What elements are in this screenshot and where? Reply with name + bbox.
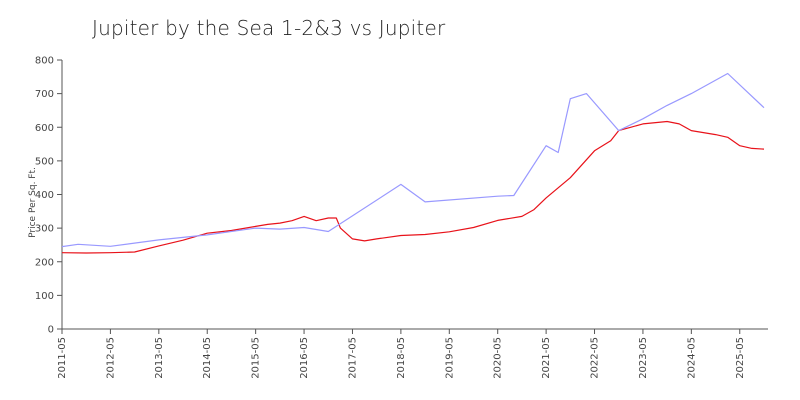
y-tick-label: 700 — [35, 89, 54, 100]
y-tick-label: 400 — [35, 190, 54, 201]
x-tick-label: 2014-05 — [202, 337, 213, 379]
y-tick-label: 300 — [35, 224, 54, 235]
x-tick-label: 2011-05 — [57, 337, 68, 379]
x-axis-ticks: 2011-05 2012-05 2013-05 2014-05 2015-05 2016-… — [57, 329, 746, 379]
y-tick-label: 500 — [35, 156, 54, 167]
x-tick-label: 2016-05 — [299, 337, 310, 379]
x-tick-label: 2024-05 — [686, 337, 697, 379]
y-tick-label: 0 — [48, 325, 54, 336]
y-tick-label: 100 — [35, 291, 54, 302]
x-tick-label: 2021-05 — [541, 337, 552, 379]
x-tick-label: 2013-05 — [154, 337, 165, 379]
x-tick-label: 2017-05 — [347, 337, 358, 379]
series-lines — [61, 72, 765, 254]
x-tick-label: 2022-05 — [590, 337, 601, 379]
x-tick-label: 2019-05 — [444, 337, 455, 379]
x-tick-label: 2018-05 — [396, 337, 407, 379]
x-tick-label: 2020-05 — [493, 337, 504, 379]
y-tick-label: 200 — [35, 257, 54, 268]
chart-title: Jupiter by the Sea 1-2&3 vs Jupiter — [92, 16, 446, 40]
series-line-1 — [61, 120, 765, 254]
x-tick-label: 2023-05 — [638, 337, 649, 379]
y-axis-label: Price Per Sq. Ft. — [28, 167, 38, 238]
y-axis-ticks: 0 100 200 300 400 500 600 700 800 — [35, 56, 62, 336]
x-tick-label: 2012-05 — [105, 337, 116, 379]
y-tick-label: 800 — [35, 56, 54, 67]
y-tick-label: 600 — [35, 123, 54, 134]
x-tick-label: 2025-05 — [735, 337, 746, 379]
series-line-2 — [61, 72, 765, 248]
x-tick-label: 2015-05 — [251, 337, 262, 379]
